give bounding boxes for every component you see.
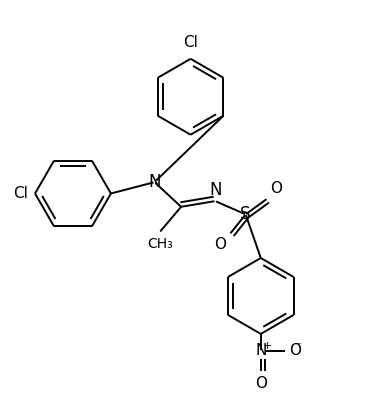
Text: ⁻: ⁻ <box>294 340 301 353</box>
Text: Cl: Cl <box>13 186 28 201</box>
Text: O: O <box>255 376 267 391</box>
Text: O: O <box>289 343 301 358</box>
Text: +: + <box>263 341 272 351</box>
Text: N: N <box>148 173 161 191</box>
Text: Cl: Cl <box>183 35 198 50</box>
Text: CH₃: CH₃ <box>147 237 173 251</box>
Text: O: O <box>270 181 282 196</box>
Text: S: S <box>240 205 251 224</box>
Text: N: N <box>255 343 266 358</box>
Text: N: N <box>209 181 221 199</box>
Text: O: O <box>214 237 226 252</box>
